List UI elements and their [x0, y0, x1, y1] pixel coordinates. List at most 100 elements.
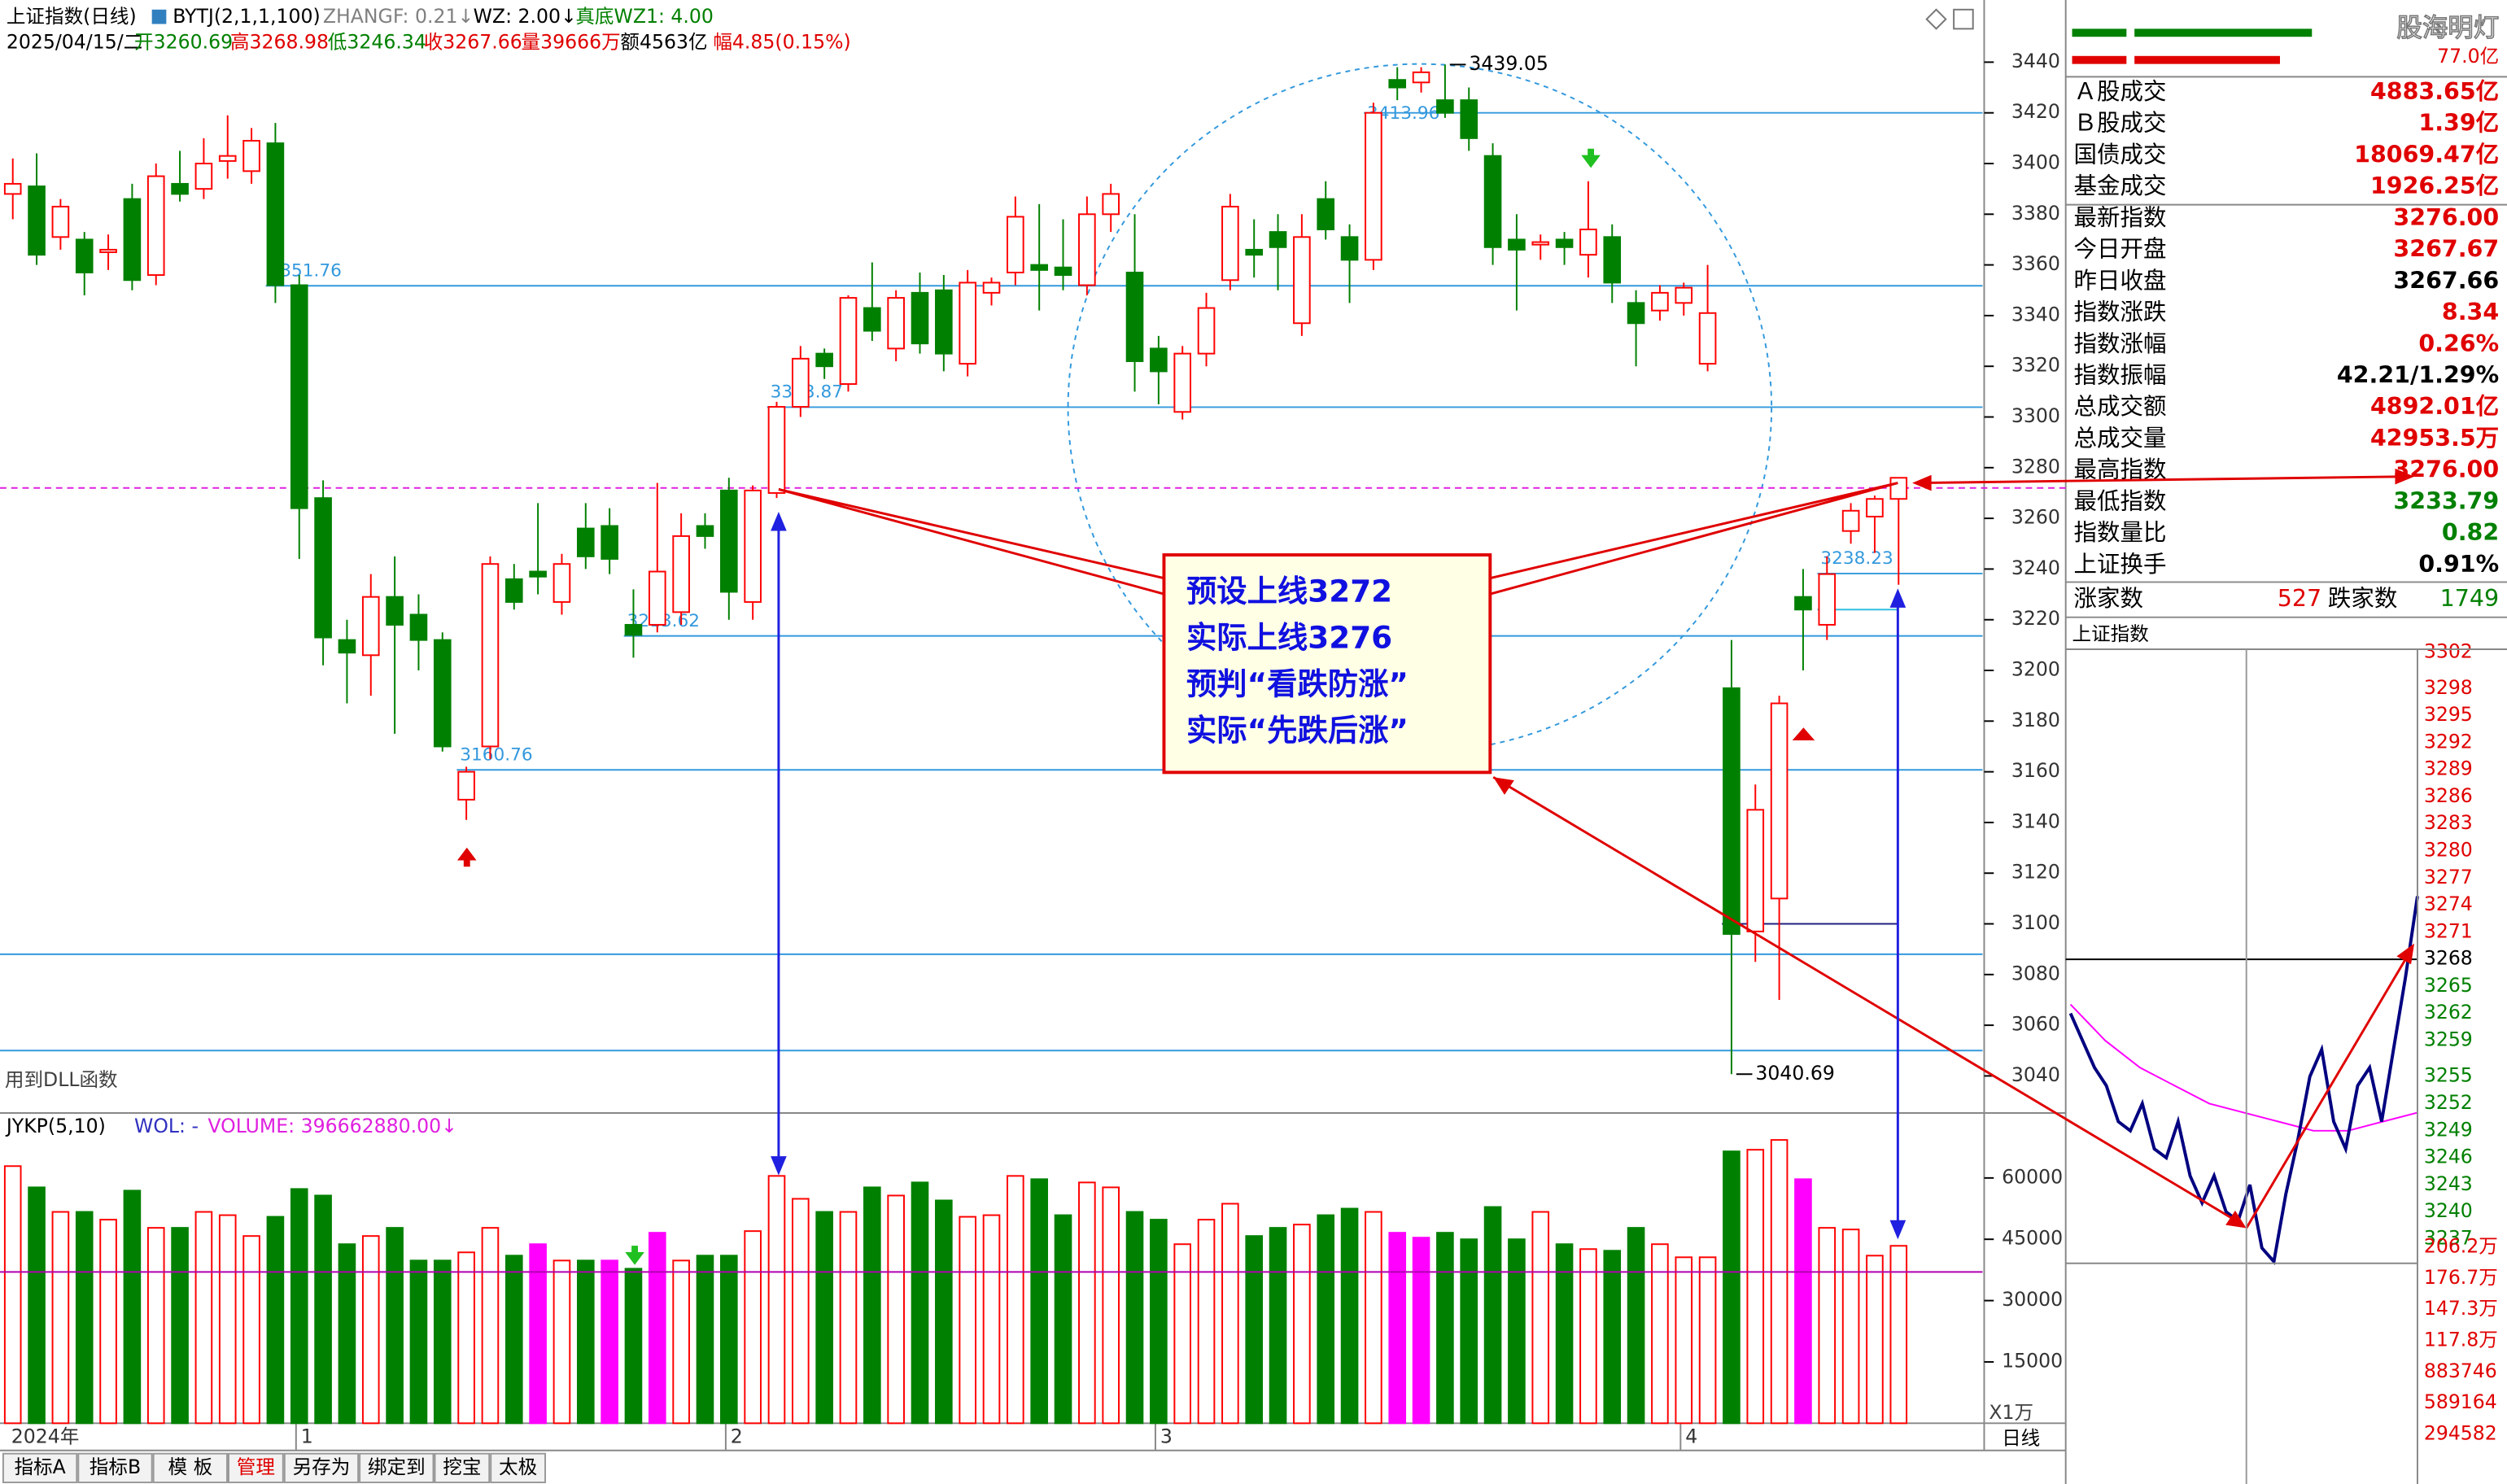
- tab[interactable]: [359, 1452, 435, 1484]
- y-tick-label: 3160: [2011, 759, 2060, 782]
- candle-body: [744, 489, 762, 603]
- close: 收3267.66: [424, 31, 522, 54]
- volume-bar: [624, 1268, 643, 1425]
- tab-label[interactable]: 另存为: [293, 1456, 351, 1478]
- volume-bar: [1483, 1206, 1502, 1425]
- candle-body: [314, 497, 332, 639]
- candle-body: [1197, 307, 1216, 355]
- stat-label: 指数涨幅: [2074, 330, 2167, 357]
- y-tick-label: 3220: [2011, 607, 2060, 630]
- candle-body: [1317, 198, 1335, 230]
- indicator: BYTJ(2,1,1,100): [173, 5, 321, 28]
- y-tick-label: 3265: [2424, 974, 2473, 997]
- intraday-line: [2069, 1003, 2418, 1132]
- annotation-line: 实际“先跌后涨”: [1186, 713, 1409, 749]
- icon-box[interactable]: [1953, 8, 1974, 30]
- candle-body: [1651, 291, 1669, 312]
- y-tick-label: 3300: [2011, 404, 2060, 427]
- candle-body: [1365, 111, 1382, 261]
- tab[interactable]: [490, 1452, 547, 1484]
- tab[interactable]: [283, 1452, 360, 1484]
- level-label: 3160.76: [460, 745, 532, 766]
- stat-value: 4883.65亿: [2370, 78, 2499, 105]
- candle-body: [171, 182, 189, 195]
- stat-label: 基金成交: [2074, 172, 2167, 199]
- tab[interactable]: [152, 1452, 229, 1484]
- candle-body: [553, 563, 571, 603]
- y-tick-label: 3240: [2011, 556, 2060, 579]
- stat-label: 指数量比: [2074, 519, 2167, 546]
- stat-label: 今日开盘: [2074, 236, 2167, 263]
- annotation-line: 实际上线3276: [1186, 620, 1392, 656]
- candle-body: [1698, 312, 1717, 365]
- candle-body: [1818, 573, 1837, 626]
- intraday-title: 上证指数: [2072, 622, 2149, 645]
- candle-body: [266, 142, 285, 286]
- volume-bar: [1555, 1243, 1574, 1425]
- volume-bar: [1007, 1175, 1024, 1425]
- candle-body: [1293, 236, 1311, 325]
- candle-body: [457, 770, 475, 801]
- volume-bar: [815, 1211, 833, 1425]
- tab[interactable]: [77, 1452, 153, 1484]
- stat-value: 4892.01亿: [2370, 393, 2499, 420]
- title: 上证指数(日线): [7, 5, 137, 28]
- annotation-line: 预设上线3272: [1186, 574, 1392, 609]
- volume-bar: [529, 1243, 547, 1425]
- stat-label: Ａ股成交: [2074, 78, 2167, 105]
- breadth-label: 跌家数: [2328, 585, 2397, 612]
- volume-bar: [1054, 1214, 1072, 1425]
- volume-bar: [648, 1232, 666, 1425]
- icon-diamond[interactable]: [1925, 8, 1947, 30]
- tab-label[interactable]: 绑定到: [368, 1456, 426, 1478]
- volume-bar: [982, 1214, 1001, 1425]
- tab[interactable]: [2, 1452, 78, 1484]
- period: 日线: [2002, 1426, 2040, 1449]
- tab[interactable]: [228, 1452, 284, 1484]
- brand: 股海明灯: [2396, 13, 2499, 42]
- volume-bar: [553, 1259, 571, 1425]
- tab[interactable]: [434, 1452, 491, 1484]
- volume-axis-label: 206.2万: [2424, 1235, 2498, 1258]
- volume-bar: [1340, 1207, 1359, 1425]
- tab-label[interactable]: 太极: [499, 1456, 537, 1478]
- volume-bar: [696, 1255, 714, 1425]
- tab-label[interactable]: 指标B: [90, 1456, 141, 1478]
- stat-value: 3267.66: [2393, 267, 2499, 294]
- tab-label[interactable]: 模 板: [168, 1456, 213, 1478]
- volume-bar: [1866, 1255, 1884, 1425]
- candle-body: [3, 182, 22, 195]
- price-plot: 3040306030803100312031403160318032003220…: [0, 50, 2499, 1484]
- volume-bar: [99, 1219, 117, 1425]
- candle-body: [386, 596, 404, 626]
- tab-label[interactable]: 指标A: [14, 1456, 65, 1478]
- volume-bar: [1197, 1219, 1216, 1425]
- x-tick-label: 3: [1160, 1425, 1173, 1447]
- candle-body: [1173, 352, 1192, 413]
- volume-bar: [266, 1216, 285, 1425]
- candle-body: [1723, 687, 1740, 935]
- wol: WOL: -: [134, 1115, 199, 1137]
- y-tick-label: 3140: [2011, 810, 2060, 832]
- stat-value: 42953.5万: [2370, 425, 2499, 452]
- y-tick-label: 3298: [2424, 676, 2473, 699]
- tab-label[interactable]: 管理: [237, 1456, 275, 1478]
- tab-label[interactable]: 挖宝: [443, 1456, 481, 1478]
- candle-body: [1627, 302, 1645, 325]
- candle-body: [624, 623, 643, 636]
- stat-label: 最新指数: [2074, 204, 2167, 231]
- volume-bar: [1245, 1235, 1264, 1425]
- y-tick-label: 3440: [2011, 50, 2060, 72]
- candle-body: [1460, 99, 1478, 139]
- volume-bar: [1818, 1227, 1837, 1425]
- volume-bar: [1698, 1256, 1717, 1425]
- volume-bar: [720, 1255, 738, 1425]
- low: 低3246.34: [328, 31, 426, 54]
- y-tick-label: 3292: [2424, 730, 2473, 753]
- x-tick-label: 2: [731, 1425, 743, 1447]
- wz1: 真底WZ1: 4.00: [575, 5, 714, 28]
- candle-body: [887, 297, 905, 350]
- candle-body: [767, 406, 786, 494]
- intraday-line: [2068, 896, 2419, 1265]
